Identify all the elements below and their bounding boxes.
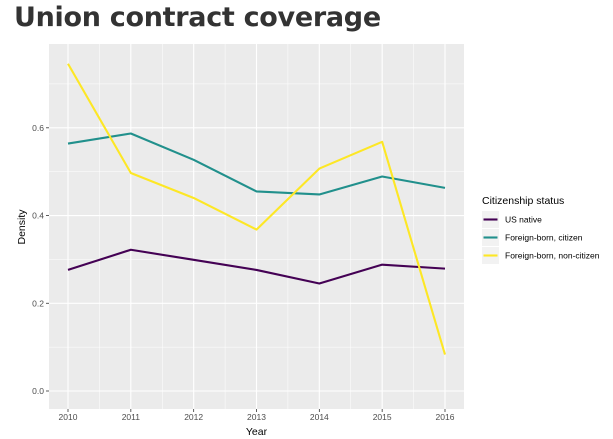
x-tick-label: 2015 [373,412,392,422]
x-tick-label: 2016 [436,412,455,422]
x-axis: 2010 2011 2012 2013 2014 2015 2016 [59,409,455,422]
y-tick-label: 0.4 [32,211,44,221]
legend-label: Foreign-born, non-citizen [505,251,600,261]
chart-title: Union contract coverage [14,2,381,33]
x-tick-label: 2012 [184,412,203,422]
x-tick-label: 2011 [122,412,141,422]
x-tick-label: 2014 [310,412,329,422]
y-tick-label: 0.0 [32,386,44,396]
legend-label: US native [505,215,542,225]
legend-items: US native Foreign-born, citizen Foreign-bo… [482,211,600,264]
legend-title: Citizenship status [482,195,564,207]
x-tick-label: 2010 [59,412,78,422]
x-axis-title: Year [246,426,268,438]
grid-major [49,44,464,409]
x-tick-label: 2013 [247,412,266,422]
legend: Citizenship status US native Foreign-born… [482,195,600,264]
y-tick-label: 0.2 [32,298,44,308]
series-lines [67,63,447,355]
legend-label: Foreign-born, citizen [505,233,583,243]
y-axis: 0.0 0.2 0.4 0.6 [32,123,49,396]
y-axis-title: Density [16,209,28,245]
y-tick-label: 0.6 [32,123,44,133]
